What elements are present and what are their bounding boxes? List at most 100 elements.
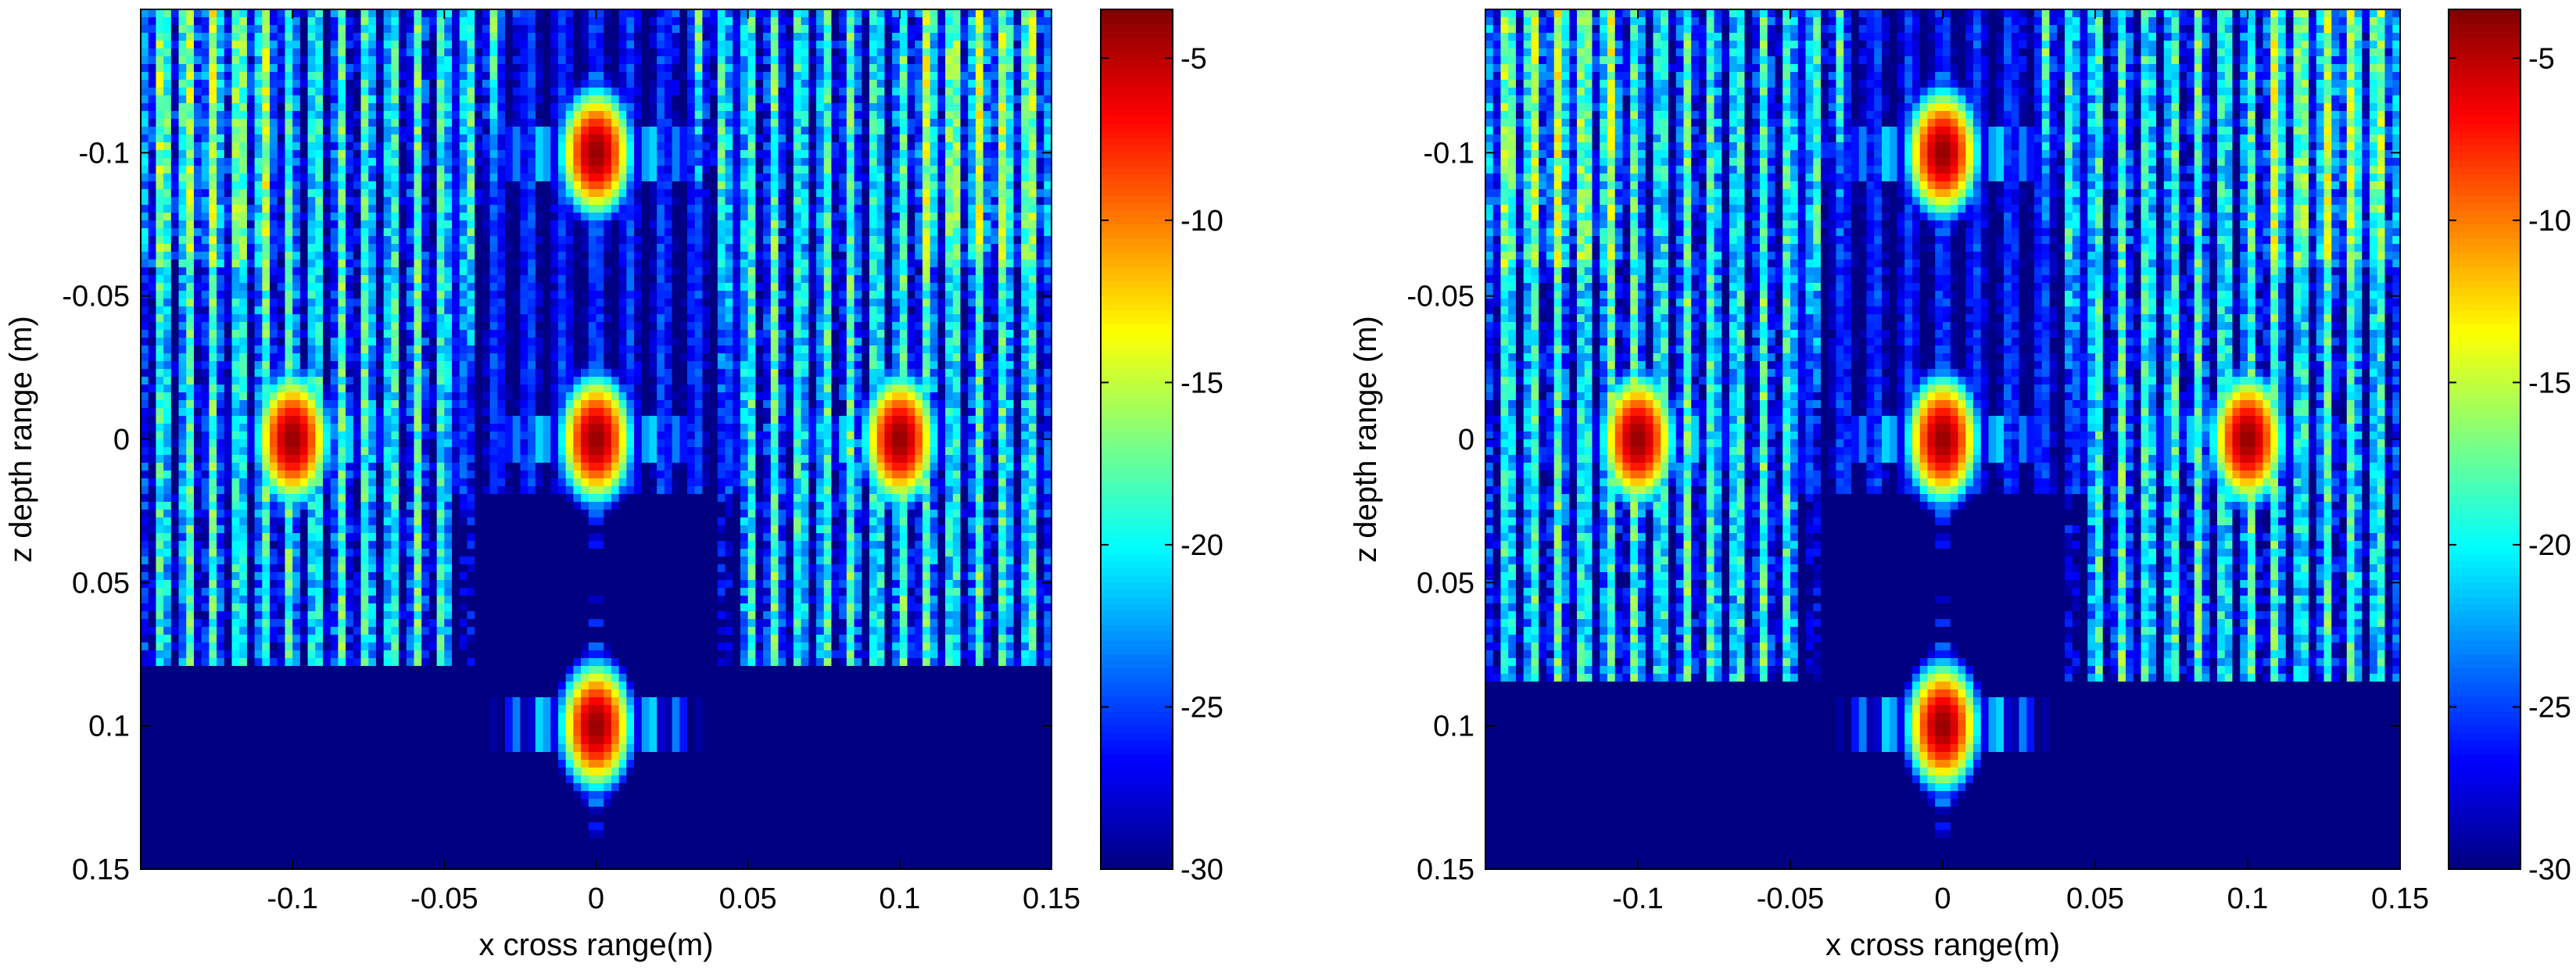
heatmap-cell (384, 244, 392, 252)
heatmap-cell (292, 64, 300, 73)
heatmap-cell (513, 48, 521, 57)
heatmap-cell (543, 56, 551, 65)
heatmap-cell (285, 25, 292, 34)
heatmap-cell (740, 228, 748, 237)
heatmap-cell (292, 33, 300, 41)
heatmap-cell (672, 127, 680, 135)
heatmap-cell (353, 166, 361, 174)
heatmap-cell (407, 41, 414, 49)
heatmap-cell (733, 228, 740, 237)
heatmap-cell (331, 283, 339, 292)
heatmap-cell (163, 17, 171, 26)
heatmap-cell (346, 80, 353, 88)
heatmap-cell (869, 142, 877, 151)
heatmap-cell (831, 166, 839, 174)
heatmap-cell (998, 166, 1006, 174)
heatmap-cell (953, 72, 961, 81)
heatmap-cell (1037, 9, 1044, 18)
heatmap-cell (338, 25, 346, 34)
heatmap-cell (179, 291, 187, 299)
heatmap-cell (597, 158, 604, 166)
heatmap-cell (991, 127, 998, 135)
heatmap-cell (566, 267, 574, 276)
heatmap-cell (794, 17, 801, 26)
heatmap-cell (346, 197, 353, 206)
heatmap-cell (771, 228, 779, 237)
heatmap-cell (149, 228, 156, 237)
heatmap-cell (566, 260, 574, 268)
heatmap-cell (657, 275, 665, 284)
heatmap-cell (1037, 260, 1044, 268)
heatmap-cell (179, 236, 187, 245)
heatmap-cell (391, 80, 399, 88)
heatmap-cell (217, 103, 224, 112)
heatmap-cell (346, 127, 353, 135)
heatmap-cell (961, 72, 969, 81)
heatmap-cell (202, 158, 210, 166)
heatmap-cell (194, 111, 202, 120)
heatmap-cell (801, 48, 809, 57)
heatmap-cell (520, 205, 528, 213)
heatmap-cell (998, 181, 1006, 190)
heatmap-cell (163, 166, 171, 174)
heatmap-cell (331, 174, 339, 182)
heatmap-cell (353, 244, 361, 252)
heatmap-cell (976, 80, 983, 88)
heatmap-cell (536, 88, 543, 96)
heatmap-cell (808, 64, 816, 73)
heatmap-cell (808, 291, 816, 299)
heatmap-cell (968, 134, 976, 143)
heatmap-cell (391, 95, 399, 104)
heatmap-cell (376, 150, 384, 159)
heatmap-cell (308, 213, 316, 221)
heatmap-cell (869, 291, 877, 299)
heatmap-cell (194, 267, 202, 276)
heatmap-cell (649, 80, 657, 88)
heatmap-cell (550, 111, 558, 120)
heatmap-cell (824, 213, 832, 221)
heatmap-cell (550, 150, 558, 159)
heatmap-cell (421, 56, 429, 65)
heatmap-cell (270, 17, 278, 26)
heatmap-cell (937, 64, 945, 73)
heatmap-cell (755, 244, 763, 252)
heatmap-cell (710, 197, 718, 206)
heatmap-cell (908, 181, 915, 190)
heatmap-cell (141, 56, 149, 65)
heatmap-cell (801, 189, 809, 198)
heatmap-cell (945, 267, 953, 276)
heatmap-cell (877, 64, 885, 73)
heatmap-cell (786, 267, 794, 276)
heatmap-cell (839, 260, 847, 268)
heatmap-cell (573, 166, 581, 174)
heatmap-cell (824, 33, 832, 41)
heatmap-cell (726, 25, 733, 34)
heatmap-cell (338, 48, 346, 57)
heatmap-cell (444, 228, 452, 237)
heatmap-cell (550, 119, 558, 127)
heatmap-cell (649, 283, 657, 292)
heatmap-cell (687, 275, 695, 284)
heatmap-cell (626, 33, 634, 41)
heatmap-cell (346, 95, 353, 104)
heatmap-cell (884, 48, 892, 57)
heatmap-cell (513, 33, 521, 41)
heatmap-cell (270, 95, 278, 104)
heatmap-cell (854, 134, 862, 143)
heatmap-cell (520, 267, 528, 276)
heatmap-cell (748, 17, 756, 26)
heatmap-cell (983, 213, 991, 221)
heatmap-cell (528, 213, 536, 221)
heatmap-cell (597, 56, 604, 65)
heatmap-cell (475, 252, 482, 260)
heatmap-cell (687, 111, 695, 120)
heatmap-cell (733, 72, 740, 81)
heatmap-cell (877, 267, 885, 276)
heatmap-cell (384, 275, 392, 284)
heatmap-cell (467, 95, 475, 104)
heatmap-cell (983, 174, 991, 182)
heatmap-cell (209, 17, 217, 26)
heatmap-cell (626, 244, 634, 252)
heatmap-cell (908, 41, 915, 49)
heatmap-cell (429, 260, 437, 268)
